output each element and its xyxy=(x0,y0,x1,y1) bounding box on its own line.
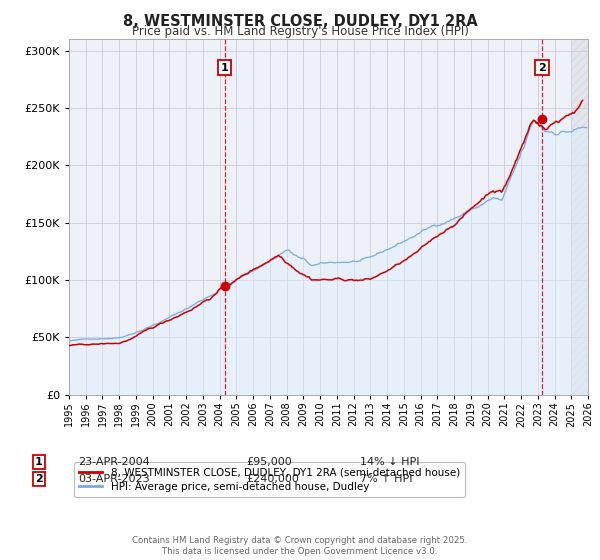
Text: £95,000: £95,000 xyxy=(246,457,292,467)
Text: 2: 2 xyxy=(35,474,43,484)
Text: 23-APR-2004: 23-APR-2004 xyxy=(78,457,150,467)
Text: 7% ↑ HPI: 7% ↑ HPI xyxy=(360,474,413,484)
Legend: 8, WESTMINSTER CLOSE, DUDLEY, DY1 2RA (semi-detached house), HPI: Average price,: 8, WESTMINSTER CLOSE, DUDLEY, DY1 2RA (s… xyxy=(74,462,465,497)
Text: Price paid vs. HM Land Registry's House Price Index (HPI): Price paid vs. HM Land Registry's House … xyxy=(131,25,469,38)
Text: 14% ↓ HPI: 14% ↓ HPI xyxy=(360,457,419,467)
Bar xyxy=(571,39,588,395)
Text: 03-APR-2023: 03-APR-2023 xyxy=(78,474,149,484)
Text: 1: 1 xyxy=(35,457,43,467)
Text: 2: 2 xyxy=(538,63,546,73)
Text: 1: 1 xyxy=(221,63,229,73)
Text: £240,000: £240,000 xyxy=(246,474,299,484)
Text: 8, WESTMINSTER CLOSE, DUDLEY, DY1 2RA: 8, WESTMINSTER CLOSE, DUDLEY, DY1 2RA xyxy=(122,14,478,29)
Text: Contains HM Land Registry data © Crown copyright and database right 2025.
This d: Contains HM Land Registry data © Crown c… xyxy=(132,536,468,556)
